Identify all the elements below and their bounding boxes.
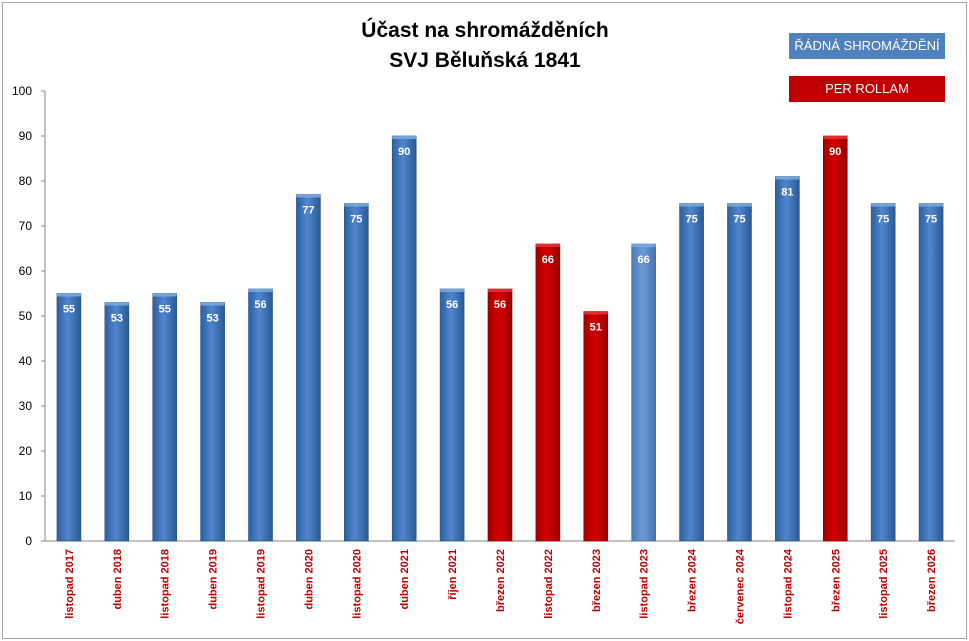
bar-top-highlight	[631, 244, 656, 247]
bar-top-highlight	[871, 203, 896, 207]
bar	[535, 243, 561, 542]
y-tick-label: 0	[25, 534, 32, 548]
bar-value-label: 53	[111, 313, 123, 325]
bar-value-label: 66	[638, 254, 650, 266]
bar-value-label: 56	[494, 299, 506, 311]
bar-top-highlight	[200, 302, 225, 306]
bar-top-highlight	[392, 136, 417, 139]
chart-title-line1: Účast na shromážděních	[361, 19, 609, 42]
bar-value-label: 75	[733, 214, 745, 226]
bar-top-highlight	[775, 176, 800, 180]
category-label: březen 2022	[495, 549, 507, 612]
bar	[344, 203, 369, 542]
y-tick-label: 80	[19, 174, 33, 188]
chart-title: Účast na shromážděních SVJ Běluňská 1841	[300, 16, 670, 76]
category-label: listopad 2019	[256, 549, 268, 619]
bar	[870, 203, 896, 542]
bar-value-label: 56	[254, 299, 266, 311]
bar	[296, 194, 321, 542]
category-label: březen 2024	[687, 548, 699, 612]
y-tick-label: 70	[19, 219, 33, 233]
y-tick-label: 100	[12, 84, 32, 98]
category-label: duben 2018	[112, 549, 124, 610]
bar-value-label: 90	[398, 146, 410, 158]
bar-top-highlight	[56, 293, 81, 297]
bar-top-highlight	[919, 203, 944, 207]
bar-top-highlight	[727, 203, 752, 207]
bar	[439, 288, 465, 542]
bar-top-highlight	[296, 194, 321, 198]
bar-value-label: 55	[159, 304, 171, 316]
bar-value-label: 77	[302, 205, 314, 217]
bar-top-highlight	[344, 203, 369, 207]
bar-top-highlight	[488, 289, 512, 292]
category-label: duben 2021	[399, 549, 411, 610]
category-label: listopad 2017	[64, 549, 76, 619]
bar	[487, 288, 513, 542]
category-label: březen 2025	[830, 549, 842, 612]
bar	[391, 135, 417, 542]
category-label: duben 2020	[303, 549, 315, 610]
category-label: listopad 2018	[160, 549, 172, 619]
bar-value-label: 75	[925, 214, 937, 226]
category-label: říjen 2021	[447, 549, 459, 600]
bar	[631, 243, 656, 542]
category-label: březen 2026	[926, 549, 938, 612]
bar-value-label: 75	[877, 214, 889, 226]
legend-regular-meetings: ŘÁDNÁ SHROMÁŽDĚNÍ	[789, 33, 945, 59]
y-tick-label: 90	[19, 129, 33, 143]
bar-value-label: 75	[685, 214, 697, 226]
bar-top-highlight	[679, 203, 704, 207]
bar-value-label: 75	[350, 214, 362, 226]
bar-value-label: 53	[207, 313, 219, 325]
y-tick-label: 10	[19, 489, 33, 503]
bar	[56, 293, 82, 542]
y-tick-label: 50	[19, 309, 33, 323]
legend-per-rollam: PER ROLLAM	[789, 76, 945, 102]
bar	[727, 203, 752, 542]
bar	[152, 293, 178, 542]
bar	[104, 302, 130, 542]
bar-top-highlight	[440, 289, 465, 292]
category-label: listopad 2023	[639, 549, 651, 619]
category-label: listopad 2024	[782, 548, 794, 619]
bar-value-label: 55	[63, 304, 75, 316]
y-tick-label: 40	[19, 354, 33, 368]
bar	[822, 135, 848, 542]
category-label: listopad 2025	[878, 549, 890, 619]
chart-subtitle: SVJ Běluňská 1841	[389, 49, 581, 72]
bar-top-highlight	[583, 311, 608, 315]
bar-value-label: 56	[446, 299, 458, 311]
category-label: listopad 2020	[351, 549, 363, 619]
bar-top-highlight	[823, 136, 848, 139]
category-label: červenec 2024	[734, 548, 746, 624]
bar	[775, 176, 800, 542]
category-label: březen 2023	[591, 549, 603, 612]
bar	[918, 203, 944, 542]
category-label: duben 2019	[208, 549, 220, 610]
bar	[200, 302, 225, 542]
category-label: listopad 2022	[543, 549, 555, 619]
bar-value-label: 66	[542, 254, 554, 266]
bar-top-highlight	[535, 244, 560, 247]
bar	[248, 288, 273, 542]
bar-top-highlight	[248, 289, 273, 292]
y-tick-label: 60	[19, 264, 33, 278]
bar-value-label: 51	[590, 322, 602, 334]
bar	[583, 311, 609, 542]
y-tick-label: 30	[19, 399, 33, 413]
bar-value-label: 81	[781, 187, 793, 199]
bar-top-highlight	[152, 293, 177, 297]
bar-value-label: 90	[829, 146, 841, 158]
bar	[679, 203, 704, 542]
y-tick-label: 20	[19, 444, 33, 458]
bar-top-highlight	[104, 302, 129, 306]
